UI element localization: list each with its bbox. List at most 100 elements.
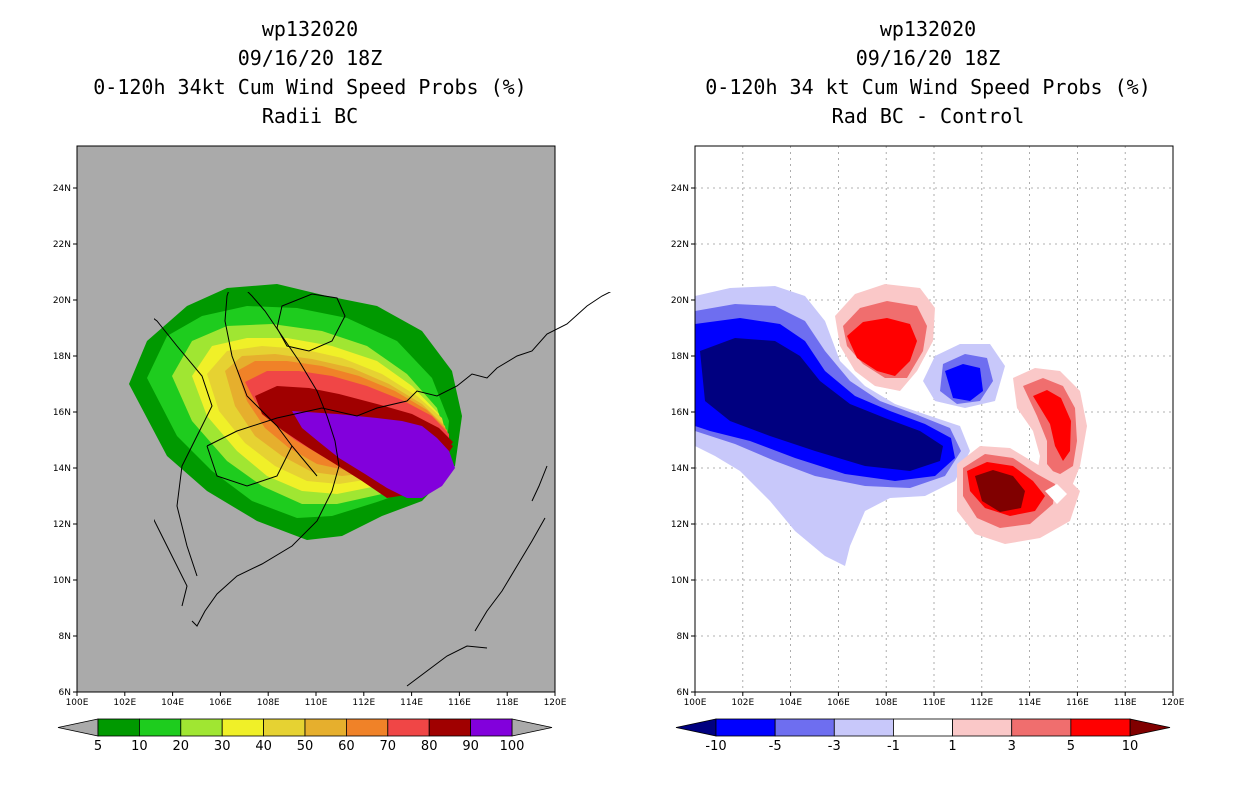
colorbar-swatch <box>470 718 513 737</box>
y-tick-label: 10N <box>671 576 689 586</box>
colorbar-swatch <box>304 718 347 737</box>
x-tick-label: 104E <box>161 698 184 708</box>
colorbar-label: -10 <box>705 739 726 754</box>
colorbar-swatch <box>1011 718 1072 737</box>
colorbar-swatch <box>952 718 1013 737</box>
y-tick-label: 14N <box>53 464 71 474</box>
colorbar-swatch <box>833 718 894 737</box>
y-tick-label: 8N <box>59 632 71 642</box>
contour-neg-10 <box>700 338 943 471</box>
y-tick-label: 12N <box>53 520 71 530</box>
forecast-time: 09/16/20 18Z <box>855 46 1001 70</box>
colorbar-label: -1 <box>887 739 900 754</box>
x-tick-label: 116E <box>448 698 471 708</box>
y-tick-label: 6N <box>677 688 689 698</box>
left-probability-contours <box>129 284 462 540</box>
colorbar-swatch <box>180 718 223 737</box>
storm-id: wp132020 <box>261 17 359 41</box>
colorbar-low-end <box>675 718 717 737</box>
product-variant: Radii BC <box>261 104 359 128</box>
colorbar-label: 90 <box>462 739 479 754</box>
product-variant: Rad BC - Control <box>831 104 1025 128</box>
x-tick-label: 104E <box>779 698 802 708</box>
x-tick-label: 108E <box>875 698 898 708</box>
y-tick-label: 14N <box>671 464 689 474</box>
colorbar-label: 3 <box>1008 739 1016 754</box>
storm-id: wp132020 <box>879 17 977 41</box>
contour-pos-gap <box>1045 484 1067 504</box>
x-tick-label: 110E <box>305 698 328 708</box>
colorbar-label: -3 <box>828 739 841 754</box>
forecast-time: 09/16/20 18Z <box>237 46 383 70</box>
x-tick-label: 106E <box>827 698 850 708</box>
colorbar-swatch <box>428 718 472 737</box>
x-tick-label: 112E <box>352 698 375 708</box>
colorbar-low-end <box>57 718 99 737</box>
x-tick-label: 120E <box>1162 698 1185 708</box>
y-tick-label: 20N <box>671 296 689 306</box>
left-colorbar: 5 10 20 30 40 50 60 70 80 90 100 <box>57 718 553 754</box>
colorbar-swatch <box>97 718 140 737</box>
y-tick-label: 22N <box>671 240 689 250</box>
left-axis-ticks: 100E 102E 104E 106E 108E 110E 112E 114E 116E 118E… <box>53 184 567 708</box>
colorbar-label: 1 <box>948 739 956 754</box>
colorbar-swatch <box>263 718 306 737</box>
y-tick-label: 24N <box>671 184 689 194</box>
colorbar-label: 20 <box>173 739 190 754</box>
x-tick-label: 106E <box>209 698 232 708</box>
colorbar-label: 5 <box>94 739 102 754</box>
colorbar-swatch <box>1070 718 1131 737</box>
right-colorbar: -10 -5 -3 -1 1 3 5 10 <box>675 718 1171 754</box>
x-tick-label: 108E <box>257 698 280 708</box>
colorbar-label: 50 <box>297 739 314 754</box>
colorbar-high-end <box>1129 718 1171 737</box>
colorbar-swatch <box>893 718 953 737</box>
right-panel-title: wp132020 09/16/20 18Z 0-120h 34 kt Cum W… <box>648 15 1208 131</box>
x-tick-label: 100E <box>66 698 89 708</box>
x-tick-label: 118E <box>496 698 519 708</box>
right-difference-contours <box>695 284 1087 566</box>
contour-pos-5b <box>1033 390 1071 461</box>
x-tick-label: 112E <box>970 698 993 708</box>
x-tick-label: 102E <box>113 698 136 708</box>
y-tick-label: 12N <box>671 520 689 530</box>
x-tick-label: 114E <box>400 698 423 708</box>
x-tick-label: 110E <box>923 698 946 708</box>
x-tick-label: 116E <box>1066 698 1089 708</box>
colorbar-label: 100 <box>500 739 525 754</box>
x-tick-label: 118E <box>1114 698 1137 708</box>
colorbar-swatch <box>774 718 835 737</box>
colorbar-label: 60 <box>338 739 355 754</box>
y-tick-label: 16N <box>671 408 689 418</box>
y-tick-label: 20N <box>53 296 71 306</box>
right-map-panel: 100E 102E 104E 106E 108E 110E 112E 114E 116E 118E… <box>671 145 1185 754</box>
y-tick-label: 16N <box>53 408 71 418</box>
colorbar-swatch <box>345 718 389 737</box>
colorbar-swatch <box>715 718 776 737</box>
product-name: 0-120h 34 kt Cum Wind Speed Probs (%) <box>705 75 1151 99</box>
product-name: 0-120h 34kt Cum Wind Speed Probs (%) <box>93 75 527 99</box>
colorbar-label: 10 <box>131 739 148 754</box>
x-tick-label: 114E <box>1018 698 1041 708</box>
colorbar-swatch <box>138 718 182 737</box>
right-axis-ticks: 100E 102E 104E 106E 108E 110E 112E 114E 116E 118E… <box>671 184 1185 708</box>
left-panel-title: wp132020 09/16/20 18Z 0-120h 34kt Cum Wi… <box>30 15 590 131</box>
contour-pos-10c <box>975 470 1025 512</box>
colorbar-label: -5 <box>769 739 782 754</box>
colorbar-label: 80 <box>421 739 438 754</box>
y-tick-label: 10N <box>53 576 71 586</box>
contour-pos-5a <box>847 318 917 376</box>
colorbar-label: 40 <box>255 739 272 754</box>
x-tick-label: 120E <box>544 698 567 708</box>
colorbar-label: 70 <box>380 739 397 754</box>
x-tick-label: 100E <box>684 698 707 708</box>
colorbar-label: 5 <box>1067 739 1075 754</box>
colorbar-label: 10 <box>1122 739 1139 754</box>
colorbar-high-end <box>511 718 553 737</box>
colorbar-label: 30 <box>214 739 231 754</box>
colorbar-swatch <box>221 718 264 737</box>
colorbar-swatch <box>387 718 430 737</box>
y-tick-label: 24N <box>53 184 71 194</box>
y-tick-label: 22N <box>53 240 71 250</box>
y-tick-label: 6N <box>59 688 71 698</box>
